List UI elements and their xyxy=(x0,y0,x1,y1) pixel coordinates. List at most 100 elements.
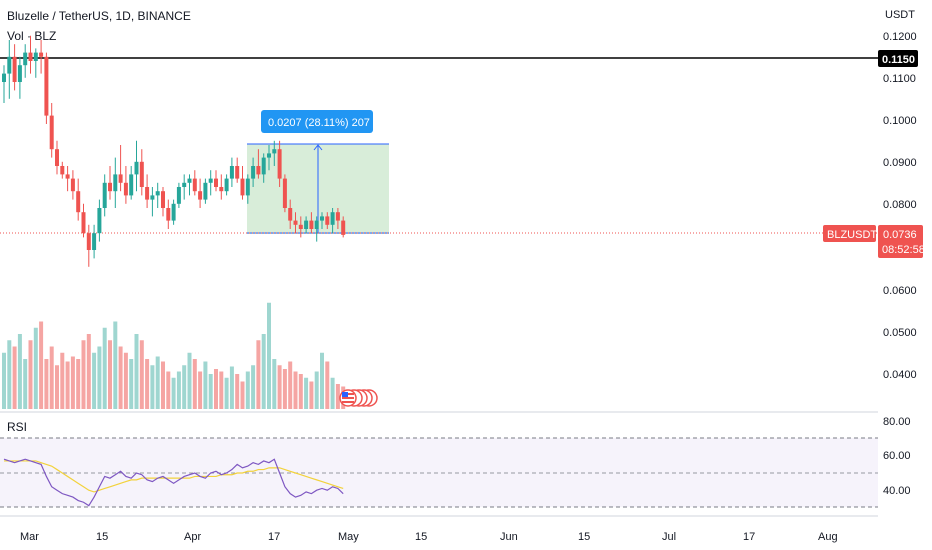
volume-bar xyxy=(118,346,123,409)
candle-body xyxy=(282,178,287,208)
volume-bar xyxy=(272,359,277,409)
volume-bar xyxy=(55,365,59,409)
time-tick: 15 xyxy=(96,531,108,543)
candle-body xyxy=(134,161,139,175)
candle-body xyxy=(139,161,144,187)
candle-body xyxy=(267,153,271,158)
candle-body xyxy=(17,65,22,82)
candle-body xyxy=(33,52,38,61)
volume-bar xyxy=(113,321,118,409)
volume-bar xyxy=(335,384,340,409)
measure-label: 0.0207 (28.11%) 207 xyxy=(268,117,370,129)
candle-body xyxy=(229,166,234,179)
volume-bar xyxy=(7,340,12,409)
candle-body xyxy=(108,182,112,192)
chart-title: Bluzelle / TetherUS, 1D, BINANCE xyxy=(7,9,191,23)
symbol-label: BLZUSDT xyxy=(827,229,877,241)
volume-bar xyxy=(214,369,218,409)
time-tick: 17 xyxy=(268,531,280,543)
volume-bar xyxy=(44,359,49,409)
rsi-lines xyxy=(3,458,344,507)
volume-bar xyxy=(49,346,54,409)
volume-bar xyxy=(224,377,229,409)
volume-bar xyxy=(81,340,86,409)
volume-bar xyxy=(176,371,181,409)
volume-bar xyxy=(166,371,171,409)
volume-bar xyxy=(192,359,197,409)
measure-arrow-head xyxy=(313,144,323,151)
volume-bar xyxy=(309,381,314,409)
volume-bar xyxy=(203,361,208,409)
volume-bar xyxy=(108,340,112,409)
volume-bar xyxy=(2,352,6,409)
volume-bar xyxy=(60,352,65,409)
time-tick: Jun xyxy=(500,531,518,543)
rsi-tick: 60.00 xyxy=(883,450,911,462)
volume-bar xyxy=(208,374,213,409)
time-tick: Mar xyxy=(20,531,39,543)
rsi-tick: 40.00 xyxy=(883,485,911,497)
price-tick: 0.1100 xyxy=(883,73,916,85)
volume-bar xyxy=(330,377,335,409)
volume-bar xyxy=(76,359,81,409)
volume-bar xyxy=(86,334,91,409)
volume-bar xyxy=(320,352,324,409)
candle-body xyxy=(256,166,261,175)
candle-body xyxy=(224,178,229,192)
candle-body xyxy=(187,178,192,183)
candle-body xyxy=(320,216,324,221)
volume-bar xyxy=(145,359,150,409)
volume-bar xyxy=(256,340,261,409)
time-tick: Aug xyxy=(818,531,838,543)
candle-body xyxy=(161,191,165,208)
candle-body xyxy=(272,149,277,154)
candle-body xyxy=(335,212,340,221)
volume-bar xyxy=(293,371,298,409)
volume-bar xyxy=(23,359,28,409)
candle-body xyxy=(44,56,49,116)
rsi-label: RSI xyxy=(7,420,27,434)
candle-body xyxy=(277,149,282,179)
candle-body xyxy=(76,191,81,213)
volume-bar xyxy=(150,365,155,409)
volume-bar xyxy=(33,327,38,409)
time-tick: 17 xyxy=(743,531,755,543)
candle-body xyxy=(129,174,134,196)
candle-body xyxy=(330,212,335,225)
volume-label: Vol · BLZ xyxy=(7,29,56,43)
volume-bar xyxy=(139,340,144,409)
event-markers[interactable] xyxy=(339,389,378,407)
volume-bar xyxy=(102,327,107,409)
volume-bar xyxy=(134,334,139,409)
candle-body xyxy=(288,208,293,221)
volume-bar xyxy=(123,352,128,409)
candle-body xyxy=(28,52,33,61)
hline-price-label-bg xyxy=(878,50,918,67)
us-flag-stripes xyxy=(342,401,354,403)
candle-body xyxy=(86,233,91,250)
volume-bar xyxy=(155,356,160,409)
volume-bar xyxy=(171,377,176,409)
volume-bar xyxy=(187,352,192,409)
volume-bar xyxy=(325,361,330,409)
price-tick: 0.1200 xyxy=(883,31,917,43)
time-tick: Apr xyxy=(184,531,201,543)
volume-bar xyxy=(298,374,303,409)
volume-bar xyxy=(92,352,97,409)
candle-body xyxy=(235,166,240,179)
volume-bar xyxy=(70,356,75,409)
candle-body xyxy=(198,191,203,200)
time-tick: 15 xyxy=(578,531,590,543)
volume-bar xyxy=(288,361,293,409)
price-tick: 0.0600 xyxy=(883,285,917,297)
candle-body xyxy=(219,187,224,192)
time-tick: Jul xyxy=(662,531,676,543)
volume-bar xyxy=(277,365,282,409)
volume-bar xyxy=(39,321,44,409)
price-tick: 0.0400 xyxy=(883,369,917,381)
volume-bar xyxy=(65,361,70,409)
candle-body xyxy=(309,220,314,229)
candle-body xyxy=(304,220,309,229)
countdown-timer: 08:52:58 xyxy=(882,244,925,256)
